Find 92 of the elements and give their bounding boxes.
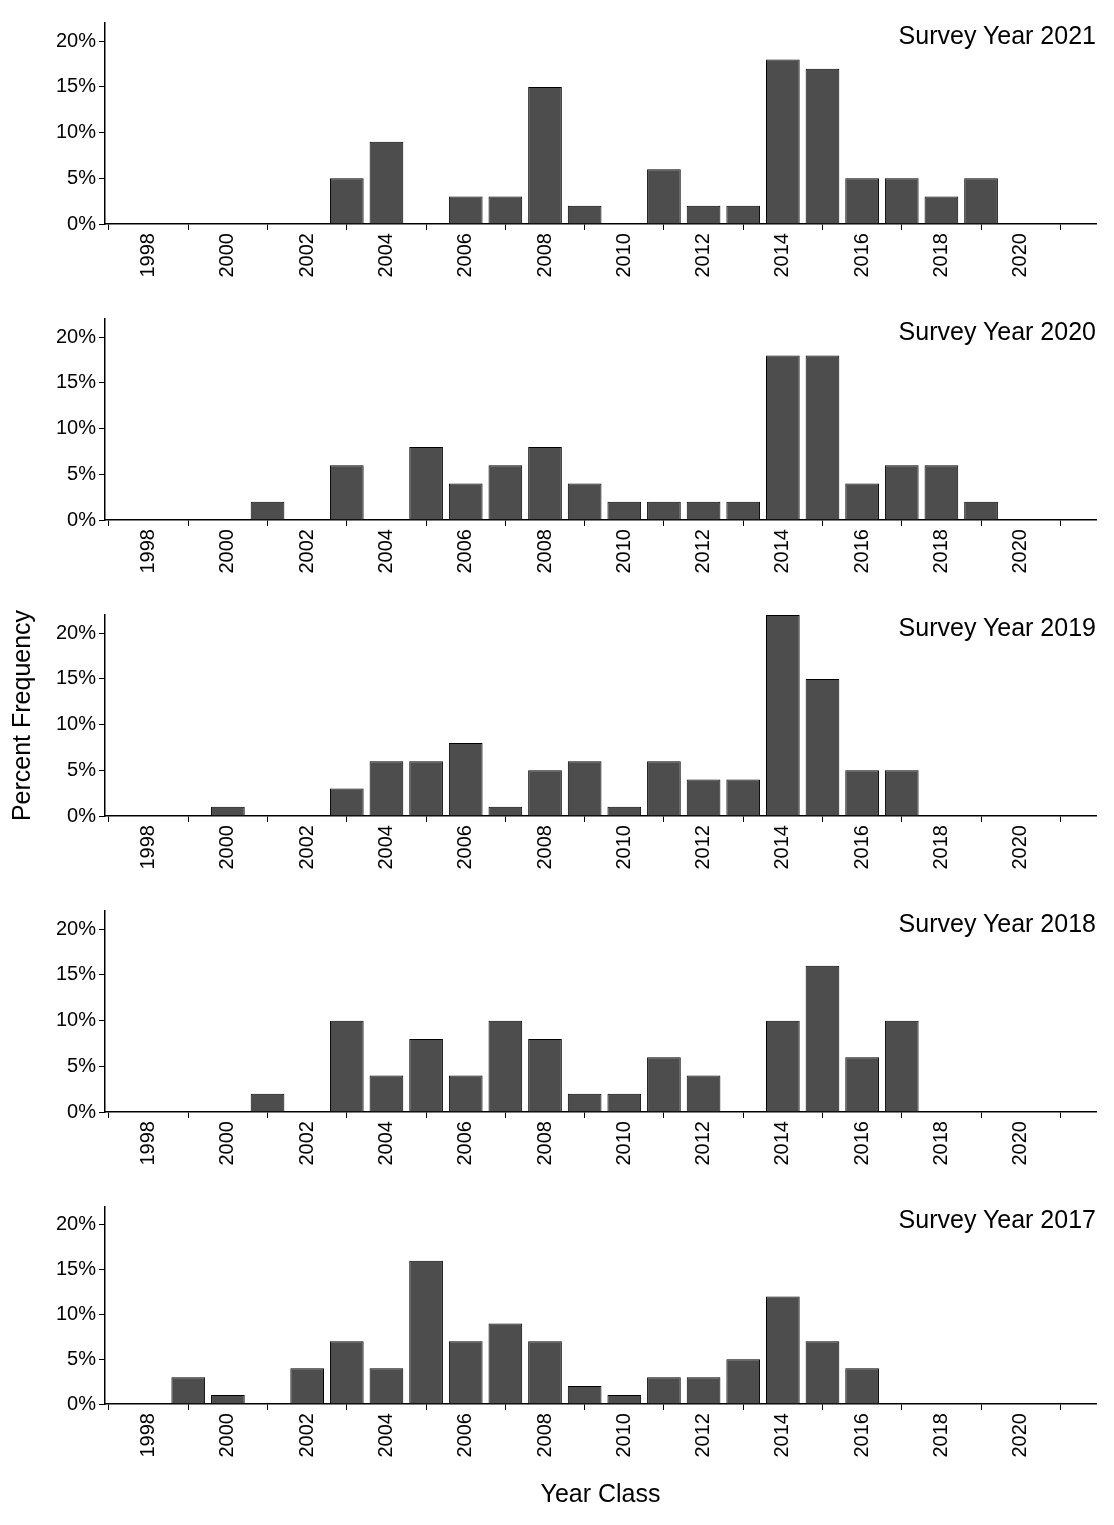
x-tick-label: 2014 bbox=[770, 233, 793, 278]
x-tick-label: 2012 bbox=[691, 1413, 714, 1458]
x-tick-label: 2006 bbox=[453, 1121, 476, 1166]
x-tick-label: 1998 bbox=[136, 825, 159, 870]
x-tick-label: 2020 bbox=[1008, 529, 1031, 574]
y-tick-label: 20% bbox=[55, 1212, 97, 1235]
x-tick-label: 2006 bbox=[453, 825, 476, 870]
x-tick-label: 2018 bbox=[928, 825, 951, 870]
x-tick-label: 2010 bbox=[611, 529, 634, 574]
x-tick-label: 1998 bbox=[136, 1413, 159, 1458]
y-tick-label: 15% bbox=[55, 1257, 97, 1280]
x-tick-label: 2016 bbox=[849, 233, 872, 278]
chart-title: Survey Year 2019 bbox=[898, 613, 1096, 642]
x-axis-title: Year Class bbox=[540, 1478, 661, 1507]
x-tick-label: 2016 bbox=[849, 529, 872, 574]
x-tick-label: 2012 bbox=[691, 529, 714, 574]
y-tick-label: 0% bbox=[67, 803, 97, 826]
x-tick-label: 2020 bbox=[1008, 1121, 1031, 1166]
x-tick-label: 1998 bbox=[136, 529, 159, 574]
x-tick-label: 1998 bbox=[136, 1121, 159, 1166]
y-tick-label: 5% bbox=[67, 757, 97, 780]
y-tick-label: 5% bbox=[67, 1053, 97, 1076]
x-tick-label: 2000 bbox=[215, 1121, 238, 1166]
y-tick-label: 15% bbox=[55, 962, 97, 985]
chart-title: Survey Year 2017 bbox=[898, 1205, 1096, 1234]
x-tick-label: 2010 bbox=[611, 233, 634, 278]
x-tick-label: 2016 bbox=[849, 1121, 872, 1166]
chart-title: Survey Year 2018 bbox=[898, 909, 1096, 938]
x-tick-label: 2008 bbox=[532, 1413, 555, 1458]
x-tick-label: 2020 bbox=[1008, 233, 1031, 278]
x-tick-label: 2014 bbox=[770, 1121, 793, 1166]
x-tick-label: 2016 bbox=[849, 1413, 872, 1458]
x-tick-label: 2008 bbox=[532, 1121, 555, 1166]
y-tick-label: 5% bbox=[67, 461, 97, 484]
x-tick-label: 2020 bbox=[1008, 825, 1031, 870]
x-tick-label: 2018 bbox=[928, 233, 951, 278]
x-tick-label: 2004 bbox=[373, 1121, 396, 1166]
x-tick-label: 2006 bbox=[453, 529, 476, 574]
x-tick-label: 2018 bbox=[928, 1413, 951, 1458]
x-tick-label: 2014 bbox=[770, 529, 793, 574]
y-tick-label: 0% bbox=[67, 507, 97, 530]
y-tick-label: 5% bbox=[67, 1346, 97, 1369]
x-tick-label: 2006 bbox=[453, 1413, 476, 1458]
y-tick-label: 5% bbox=[67, 165, 97, 188]
y-tick-label: 10% bbox=[55, 712, 97, 735]
x-tick-label: 2002 bbox=[294, 529, 317, 574]
x-tick-label: 2010 bbox=[611, 1121, 634, 1166]
chart-title: Survey Year 2020 bbox=[898, 317, 1096, 346]
x-tick-label: 2004 bbox=[373, 233, 396, 278]
x-tick-label: 2012 bbox=[691, 1121, 714, 1166]
y-tick-label: 15% bbox=[55, 74, 97, 97]
x-tick-label: 2002 bbox=[294, 1413, 317, 1458]
x-tick-label: 2004 bbox=[373, 825, 396, 870]
x-tick-label: 2018 bbox=[928, 529, 951, 574]
x-tick-label: 2020 bbox=[1008, 1413, 1031, 1458]
x-tick-label: 2000 bbox=[215, 233, 238, 278]
y-tick-label: 20% bbox=[55, 916, 97, 939]
x-tick-label: 2010 bbox=[611, 1413, 634, 1458]
x-tick-label: 2014 bbox=[770, 1413, 793, 1458]
x-tick-label: 2014 bbox=[770, 825, 793, 870]
x-tick-label: 2010 bbox=[611, 825, 634, 870]
x-tick-label: 2000 bbox=[215, 1413, 238, 1458]
x-tick-label: 2012 bbox=[691, 233, 714, 278]
x-tick-label: 2006 bbox=[453, 233, 476, 278]
chart-title: Survey Year 2021 bbox=[898, 21, 1096, 50]
x-tick-label: 2004 bbox=[373, 529, 396, 574]
x-tick-label: 2018 bbox=[928, 1121, 951, 1166]
y-tick-label: 10% bbox=[55, 416, 97, 439]
y-tick-label: 20% bbox=[55, 620, 97, 643]
x-tick-label: 2002 bbox=[294, 825, 317, 870]
x-tick-label: 2012 bbox=[691, 825, 714, 870]
y-tick-label: 0% bbox=[67, 1099, 97, 1122]
x-tick-label: 2000 bbox=[215, 529, 238, 574]
y-tick-label: 0% bbox=[67, 211, 97, 234]
x-tick-label: 2016 bbox=[849, 825, 872, 870]
x-tick-label: 2008 bbox=[532, 233, 555, 278]
x-tick-label: 1998 bbox=[136, 233, 159, 278]
y-tick-label: 10% bbox=[55, 1301, 97, 1324]
y-tick-label: 20% bbox=[55, 28, 97, 51]
y-tick-label: 15% bbox=[55, 666, 97, 689]
y-tick-label: 10% bbox=[55, 120, 97, 143]
y-tick-label: 0% bbox=[67, 1391, 97, 1414]
x-tick-label: 2004 bbox=[373, 1413, 396, 1458]
y-tick-label: 10% bbox=[55, 1008, 97, 1031]
x-tick-label: 2008 bbox=[532, 825, 555, 870]
x-tick-label: 2000 bbox=[215, 825, 238, 870]
y-axis-title: Percent Frequency bbox=[6, 609, 35, 822]
y-tick-label: 20% bbox=[55, 324, 97, 347]
x-tick-label: 2008 bbox=[532, 529, 555, 574]
x-tick-label: 2002 bbox=[294, 233, 317, 278]
x-tick-label: 2002 bbox=[294, 1121, 317, 1166]
y-tick-label: 15% bbox=[55, 370, 97, 393]
